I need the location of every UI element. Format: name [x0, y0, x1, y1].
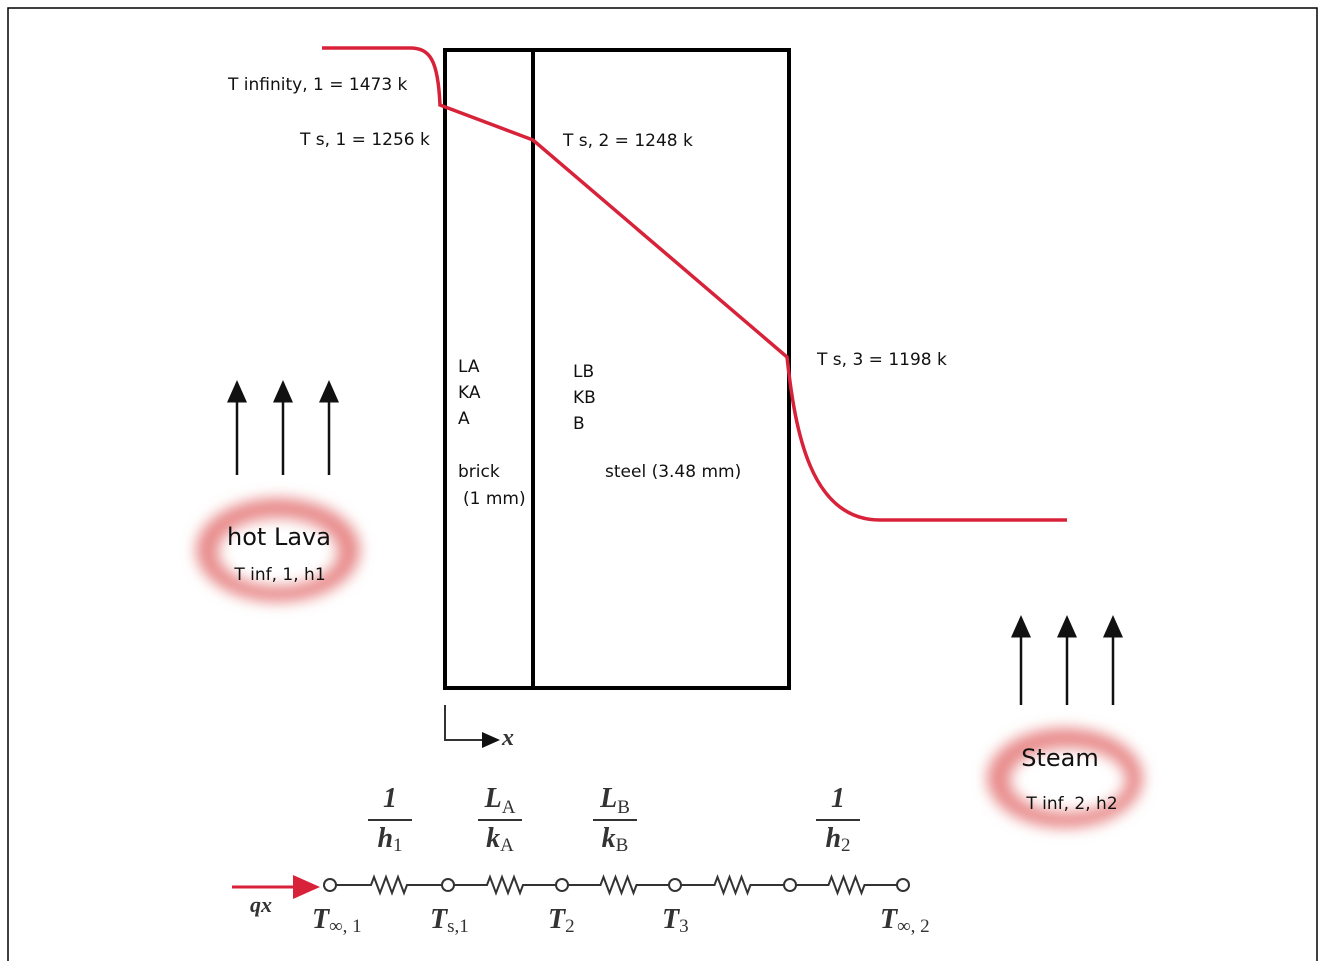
text-part: T [880, 904, 899, 935]
text-part: L [599, 783, 617, 814]
node [555, 878, 569, 892]
text-part: h [377, 823, 393, 854]
node [323, 878, 337, 892]
text-part: 1 [383, 783, 397, 814]
text-part: T [312, 904, 331, 935]
text-part: s,1 [447, 916, 469, 937]
resistance-numerator: 1 [831, 783, 845, 814]
text-part: B [617, 797, 630, 818]
text-part: h [825, 823, 841, 854]
text-part: L [484, 783, 502, 814]
resistance-denominator: h2 [825, 823, 850, 856]
layer-property: KB [573, 388, 596, 408]
flow-arrows [227, 380, 1123, 705]
resistor [796, 874, 897, 896]
resistor [568, 874, 669, 896]
layer-material: steel (3.48 mm) [605, 462, 741, 482]
text-part: 1 [393, 835, 403, 856]
resistor [336, 874, 442, 896]
temperature-label: T s, 3 = 1198 k [816, 350, 947, 370]
text-part: T [662, 904, 681, 935]
layer-property: LB [573, 362, 594, 382]
text-part: ∞, 2 [897, 916, 930, 937]
fluid-props: T inf, 1, h1 [233, 565, 325, 585]
resistor [454, 874, 556, 896]
node-label: T∞, 1 [312, 904, 362, 937]
text-part: T [430, 904, 449, 935]
resistance-numerator: LA [484, 783, 516, 818]
node-label: T∞, 2 [880, 904, 930, 937]
text-part: qx [250, 892, 272, 917]
resistance-numerator: LB [599, 783, 630, 818]
text-part: 2 [841, 835, 851, 856]
text-part: 3 [679, 916, 689, 937]
text-part: k [486, 823, 500, 854]
fluid-name: hot Lava [227, 523, 331, 551]
resistor [681, 874, 784, 896]
text-part: 1 [831, 783, 845, 814]
layer-property: KA [458, 383, 481, 403]
layer-property: A [458, 409, 470, 429]
node-label: T2 [548, 904, 575, 937]
frame [7, 7, 1318, 961]
text-part: ∞, 1 [329, 916, 362, 937]
text-part: k [602, 823, 616, 854]
node [441, 878, 455, 892]
layer-property: B [573, 414, 585, 434]
resistance-denominator: kB [602, 823, 629, 856]
node [896, 878, 910, 892]
node [668, 878, 682, 892]
text-part: B [616, 835, 629, 856]
layer-thickness: (1 mm) [463, 489, 526, 509]
node-label: Ts,1 [430, 904, 469, 937]
temperature-label: T infinity, 1 = 1473 k [227, 75, 408, 95]
flux-label: qx [250, 892, 272, 917]
node [783, 878, 797, 892]
x-axis [444, 705, 500, 748]
text-part: 2 [565, 916, 575, 937]
temperature-label: T s, 1 = 1256 k [299, 130, 430, 150]
axis-label: x [501, 725, 514, 751]
resistance-numerator: 1 [383, 783, 397, 814]
fluid-props: T inf, 2, h2 [1025, 794, 1117, 814]
fluid-name: Steam [1021, 744, 1099, 772]
text-part: T [548, 904, 567, 935]
text-part: A [500, 835, 514, 856]
node-label: T3 [662, 904, 689, 937]
text-part: A [502, 797, 516, 818]
temperature-profile [322, 46, 1067, 522]
steam-cloud-core [1010, 748, 1126, 812]
lava-cloud-core [218, 518, 338, 586]
layer-material: brick [458, 462, 500, 482]
resistance-denominator: h1 [377, 823, 402, 856]
layer-property: LA [458, 357, 480, 377]
temperature-label: T s, 2 = 1248 k [562, 131, 693, 151]
resistance-denominator: kA [486, 823, 514, 856]
